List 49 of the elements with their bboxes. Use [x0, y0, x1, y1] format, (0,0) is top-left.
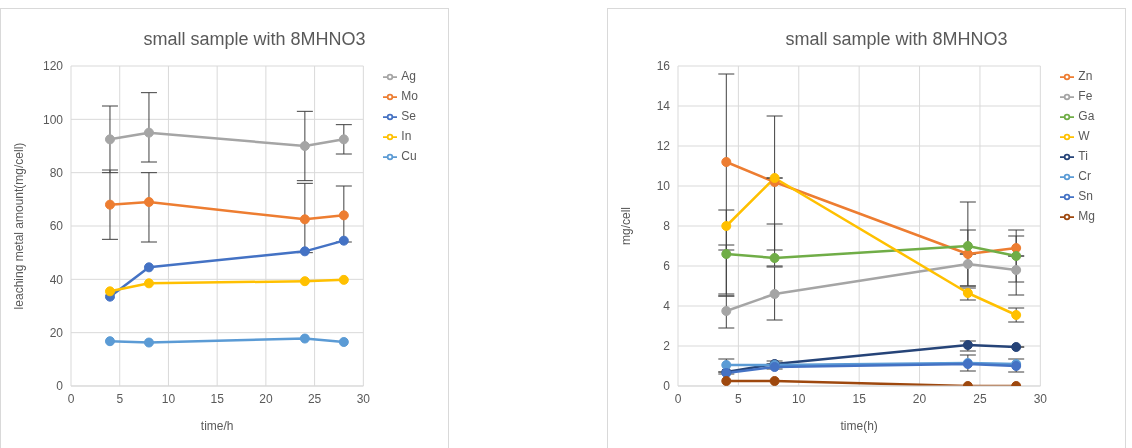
y-tick-label: 8: [663, 219, 671, 234]
y-tick-label: 2: [663, 339, 671, 354]
legend-label: In: [401, 129, 412, 143]
y-tick-label: 20: [49, 325, 64, 340]
x-tick-label: 30: [1033, 391, 1048, 406]
legend-label: Mg: [1078, 209, 1095, 223]
x-tick-label: 25: [973, 391, 987, 406]
x-axis-title: time(h): [840, 419, 878, 433]
x-tick-label: 10: [792, 391, 806, 406]
legend-label: Ag: [401, 69, 417, 83]
legend-label: Cr: [1078, 169, 1091, 183]
x-tick-label: 10: [161, 391, 176, 406]
legend-label: W: [1078, 129, 1090, 143]
x-tick-label: 5: [735, 391, 743, 406]
x-tick-label: 20: [912, 391, 927, 406]
y-tick-label: 10: [656, 179, 671, 194]
x-tick-label: 20: [259, 391, 273, 406]
legend-label: Se: [401, 109, 417, 123]
y-tick-label: 14: [656, 99, 671, 114]
x-tick-label: 15: [852, 391, 867, 406]
x-tick-label: 15: [210, 391, 225, 406]
y-axis-title: leaching metal amount(mg/cell): [12, 142, 27, 310]
x-tick-label: 25: [307, 391, 322, 406]
y-tick-label: 120: [42, 59, 64, 74]
y-tick-label: 6: [663, 259, 671, 274]
legend-label: Cu: [401, 149, 417, 163]
legend-label: Fe: [1078, 89, 1093, 103]
x-tick-label: 5: [116, 391, 124, 406]
legend-label: Zn: [1078, 69, 1093, 83]
y-tick-label: 0: [663, 379, 671, 394]
x-tick-label: 30: [356, 391, 371, 406]
chart-title: small sample with 8MHNO3: [784, 29, 1009, 50]
y-tick-label: 0: [56, 379, 64, 394]
y-tick-label: 60: [49, 219, 64, 234]
y-tick-label: 80: [49, 165, 64, 180]
x-axis-title: time/h: [200, 419, 234, 433]
legend-label: Mo: [401, 89, 418, 103]
y-axis-title: mg/cell: [619, 206, 634, 246]
y-tick-label: 4: [663, 299, 671, 314]
legend-label: Ga: [1078, 109, 1095, 123]
x-tick-label: 0: [67, 391, 75, 406]
chart-title: small sample with 8MHNO3: [142, 29, 367, 50]
x-tick-label: 0: [674, 391, 682, 406]
y-tick-label: 16: [656, 59, 671, 74]
legend-label: Ti: [1078, 149, 1088, 163]
y-tick-label: 12: [656, 139, 671, 154]
y-tick-label: 100: [42, 112, 64, 127]
legend-label: Sn: [1078, 189, 1094, 203]
y-tick-label: 40: [49, 272, 64, 287]
